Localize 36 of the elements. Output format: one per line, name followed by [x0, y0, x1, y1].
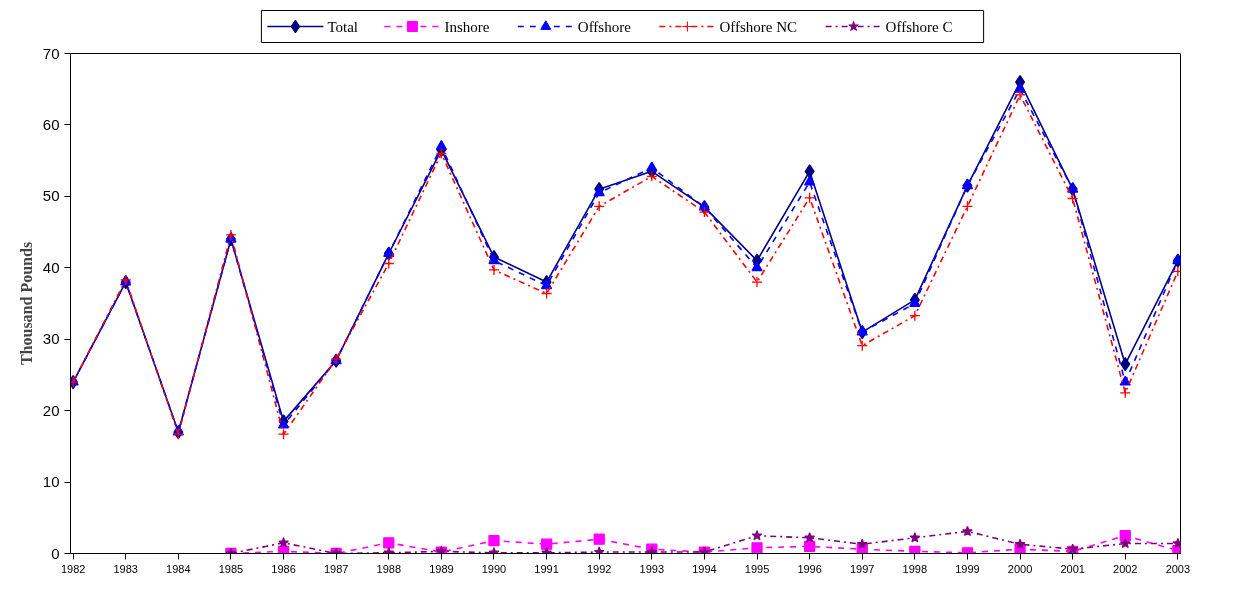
legend-label: Total	[327, 18, 359, 35]
x-tick-label: 1985	[218, 562, 244, 575]
x-tick-label: 1997	[849, 562, 875, 575]
x-tick-label: 1982	[60, 562, 86, 575]
x-tick-label: 2002	[1113, 562, 1138, 575]
y-tick-label: 60	[42, 115, 60, 133]
legend-label: Inshore	[444, 18, 490, 35]
y-tick-label: 50	[42, 187, 60, 205]
y-tick-label: 40	[42, 258, 60, 276]
x-tick-label: 2001	[1060, 562, 1085, 575]
x-tick-label: 1990	[481, 562, 507, 575]
x-tick-label: 1992	[586, 562, 612, 575]
x-tick-label: 1988	[376, 562, 402, 575]
x-tick-label: 1999	[955, 562, 980, 575]
x-tick-label: 1986	[271, 562, 296, 575]
y-tick-label: 30	[42, 330, 60, 348]
x-tick-label: 1991	[534, 562, 559, 575]
legend-label: Offshore	[577, 18, 632, 35]
x-tick-label: 1996	[797, 562, 822, 575]
legend-label: Offshore C	[885, 18, 953, 35]
x-tick-label: 1983	[113, 562, 138, 575]
x-tick-label: 1994	[692, 562, 717, 575]
x-tick-label: 1984	[166, 562, 191, 575]
x-tick-label: 1995	[744, 562, 770, 575]
y-axis-title: Thousand Pounds	[17, 241, 35, 366]
x-tick-label: 1993	[639, 562, 665, 575]
y-tick-label: 20	[42, 401, 60, 419]
y-tick-label: 0	[51, 544, 60, 562]
x-tick-label: 1987	[323, 562, 349, 575]
x-tick-label: 1998	[902, 562, 928, 575]
y-tick-label: 70	[42, 44, 60, 62]
x-tick-label: 2000	[1007, 562, 1033, 575]
y-tick-label: 10	[42, 473, 60, 491]
x-tick-label: 1989	[429, 562, 454, 575]
legend-label: Offshore NC	[719, 18, 798, 35]
x-tick-label: 2003	[1165, 562, 1191, 575]
